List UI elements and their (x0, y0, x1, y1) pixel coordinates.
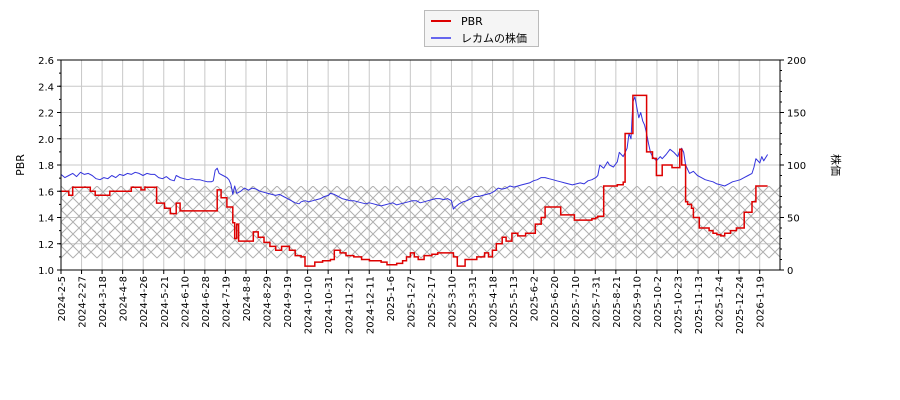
right-tick-label: 100 (787, 161, 806, 172)
pbr-line (61, 94, 768, 267)
right-tick-label: 50 (787, 214, 800, 225)
x-tick-label: 2025-4-18 (489, 276, 500, 328)
legend-label-stock: レカムの株価 (461, 32, 527, 45)
right-axis-title: 株価 (829, 154, 843, 176)
x-tick-label: 2025-9-10 (632, 276, 643, 328)
x-tick-label: 2024-4-8 (119, 276, 130, 321)
x-tick-label: 2025-11-13 (694, 276, 705, 334)
x-tick-label: 2024-5-21 (160, 276, 171, 328)
left-tick-label: 2.0 (38, 135, 54, 146)
x-tick-label: 2024-3-18 (98, 276, 109, 328)
legend: PBR レカムの株価 (424, 10, 539, 47)
left-tick-label: 2.2 (38, 109, 54, 120)
right-y-axis: 0 50 100 150 200 (780, 56, 806, 277)
pbr-swatch-icon (431, 20, 451, 22)
legend-label-pbr: PBR (461, 14, 483, 28)
x-tick-label: 2025-8-21 (612, 276, 623, 328)
x-tick-label: 2024-10-10 (304, 276, 315, 334)
x-tick-label: 2024-2-27 (78, 276, 89, 328)
left-tick-label: 1.0 (38, 266, 54, 277)
x-tick-label: 2025-6-20 (550, 276, 561, 328)
legend-item-pbr: PBR (431, 13, 483, 29)
x-tick-label: 2025-6-2 (530, 276, 541, 321)
x-tick-label: 2025-12-24 (735, 276, 746, 334)
x-tick-label: 2024-6-28 (201, 276, 212, 328)
x-tick-label: 2025-7-31 (591, 276, 602, 328)
x-tick-label: 2024-8-8 (242, 276, 253, 321)
left-tick-label: 1.8 (38, 161, 54, 172)
x-tick-label: 2024-7-19 (221, 276, 232, 328)
x-tick-label: 2024-2-5 (57, 276, 68, 321)
x-tick-label: 2025-3-31 (468, 276, 479, 328)
left-tick-label: 2.6 (38, 56, 54, 67)
x-tick-label: 2024-10-31 (324, 276, 335, 334)
x-tick-label: 2024-12-11 (365, 276, 376, 334)
right-tick-label: 200 (787, 56, 806, 67)
left-tick-label: 1.6 (38, 187, 54, 198)
x-tick-label: 2025-5-13 (509, 276, 520, 328)
x-tick-label: 2024-6-10 (180, 276, 191, 328)
x-tick-label: 2025-10-23 (674, 276, 685, 334)
x-tick-label: 2025-1-6 (386, 276, 397, 321)
right-tick-label: 0 (787, 266, 793, 277)
x-tick-label: 2025-3-10 (447, 276, 458, 328)
stock-swatch-icon (431, 37, 451, 39)
x-tick-label: 2024-9-19 (283, 276, 294, 328)
x-axis: 2024-2-5 2024-2-27 2024-3-18 2024-4-8 2024-4… (57, 270, 767, 334)
x-tick-label: 2025-1-27 (406, 276, 417, 328)
x-tick-label: 2024-4-26 (139, 276, 150, 328)
shaded-range-band (61, 186, 780, 259)
x-tick-label: 2025-10-2 (653, 276, 664, 328)
left-tick-label: 2.4 (38, 82, 54, 93)
x-tick-label: 2025-2-17 (427, 276, 438, 328)
left-axis-title: PBR (14, 154, 27, 176)
left-y-axis: 1.0 1.2 1.4 1.6 1.8 2.0 2.2 2.4 2.6 (38, 56, 61, 277)
x-tick-label: 2024-8-29 (263, 276, 274, 328)
legend-item-stock: レカムの株価 (431, 30, 527, 46)
x-tick-label: 2024-11-21 (345, 276, 356, 334)
x-tick-label: 2026-1-19 (756, 276, 767, 328)
left-tick-label: 1.2 (38, 240, 54, 251)
right-tick-label: 150 (787, 109, 806, 120)
x-tick-label: 2025-12-4 (715, 276, 726, 328)
x-tick-label: 2025-7-10 (571, 276, 582, 328)
left-tick-label: 1.4 (38, 214, 54, 225)
